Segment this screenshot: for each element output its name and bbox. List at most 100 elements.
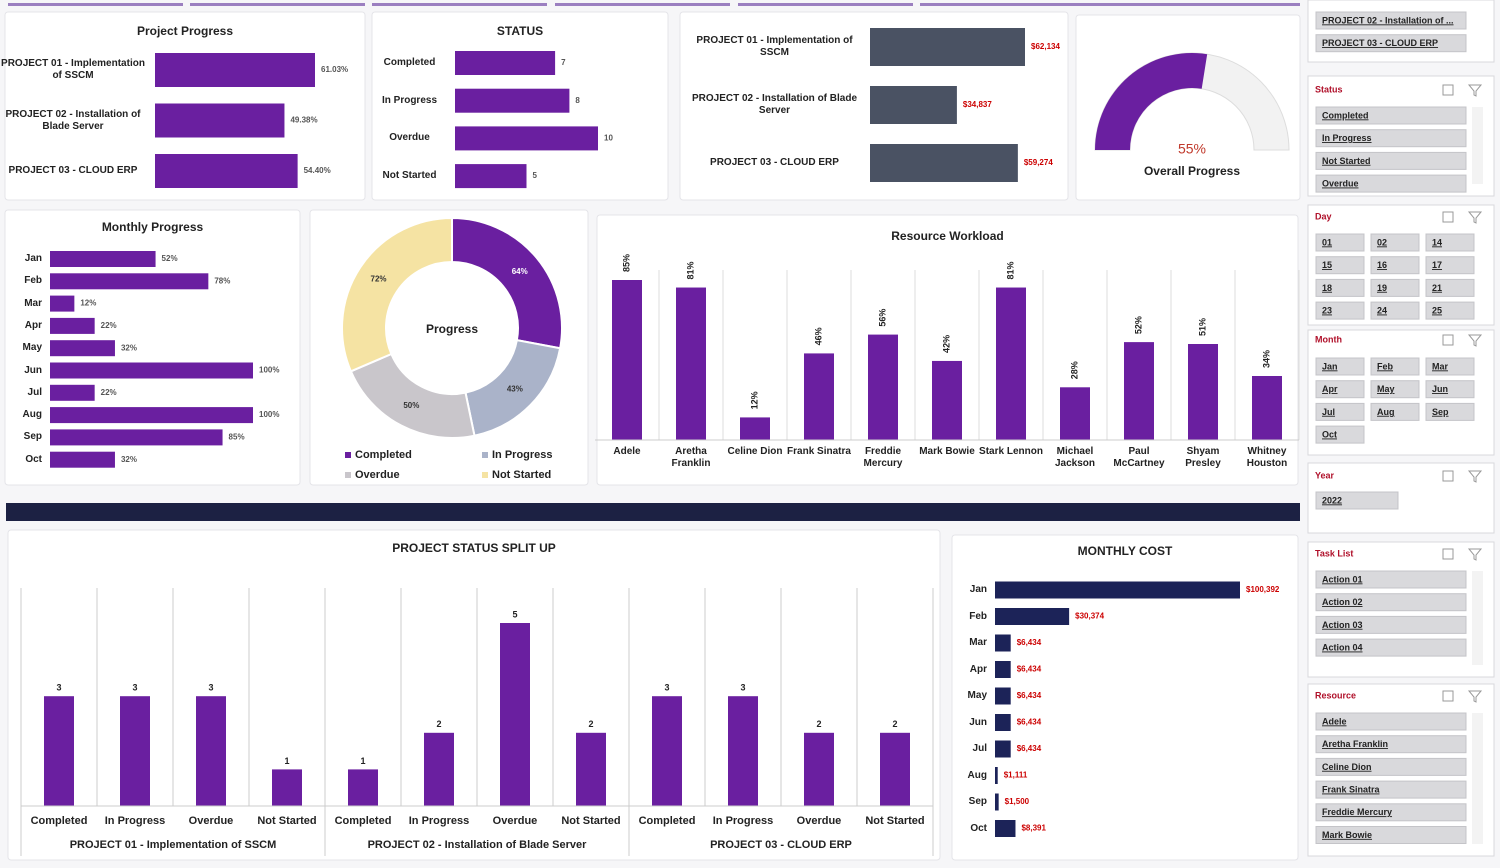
slicer-item[interactable] [1315, 278, 1365, 297]
multi-select-icon[interactable] [1442, 334, 1454, 346]
clear-filter-icon[interactable] [1467, 690, 1483, 703]
slicer-item[interactable] [1315, 151, 1467, 170]
clear-filter-icon[interactable] [1467, 84, 1483, 97]
slicer-item[interactable] [1315, 256, 1365, 275]
value-label: $100,392 [1246, 585, 1280, 594]
slicer-item-label[interactable]: 25 [1432, 305, 1442, 315]
slicer-item[interactable] [1315, 735, 1467, 754]
slicer-item[interactable] [1315, 803, 1467, 822]
slicer-item-label[interactable]: 19 [1377, 283, 1387, 293]
slicer-item-label[interactable]: Action 01 [1322, 574, 1363, 584]
clear-filter-icon[interactable] [1467, 211, 1483, 224]
slicer-item[interactable] [1370, 380, 1420, 399]
slicer-item-label[interactable]: 23 [1322, 305, 1332, 315]
slicer-item-label[interactable]: In Progress [1322, 133, 1372, 143]
slicer-item[interactable] [1315, 129, 1467, 148]
value-label: $6,434 [1017, 638, 1042, 647]
multi-select-icon[interactable] [1442, 211, 1454, 223]
slicer-item-label[interactable]: 18 [1322, 283, 1332, 293]
slicer-item-label[interactable]: May [1377, 384, 1395, 394]
slicer-item[interactable] [1425, 233, 1475, 252]
slicer-item[interactable] [1425, 402, 1475, 421]
slicer-item-label[interactable]: 16 [1377, 260, 1387, 270]
y-category-label: Sep [23, 431, 42, 443]
slicer-item[interactable] [1315, 615, 1467, 634]
slicer-item[interactable] [1315, 34, 1467, 53]
chart-title: Resource Workload [891, 229, 1003, 243]
clear-filter-icon[interactable] [1467, 334, 1483, 347]
slicer-item-label[interactable]: Jun [1432, 384, 1448, 394]
multi-select-icon[interactable] [1442, 84, 1454, 96]
slicer-item[interactable] [1315, 757, 1467, 776]
x-category-label: Celine Dion [727, 446, 783, 457]
slicer-item-label[interactable]: Celine Dion [1322, 762, 1372, 772]
slicer-item-label[interactable]: 15 [1322, 260, 1332, 270]
slicer-item-label[interactable]: 21 [1432, 283, 1442, 293]
clear-filter-icon[interactable] [1467, 470, 1483, 483]
slicer-item[interactable] [1315, 357, 1365, 376]
slicer-item-label[interactable]: 17 [1432, 260, 1442, 270]
slicer-item-label[interactable]: Action 02 [1322, 597, 1363, 607]
slicer-item[interactable] [1315, 301, 1365, 320]
slice-label: 43% [507, 385, 523, 394]
slicer-item-label[interactable]: Jul [1322, 407, 1335, 417]
x-category-label: Shyam Presley [1185, 446, 1221, 469]
slicer-item[interactable] [1370, 233, 1420, 252]
multi-select-icon[interactable] [1442, 548, 1454, 560]
slicer-item-label[interactable]: Aug [1377, 407, 1395, 417]
slicer-item-label[interactable]: Freddie Mercury [1322, 807, 1392, 817]
slicer-item-label[interactable]: Not Started [1322, 156, 1371, 166]
slicer-item-label[interactable]: Action 03 [1322, 620, 1363, 630]
slicer-item-label[interactable]: Frank Sinatra [1322, 784, 1381, 794]
slicer-item[interactable] [1315, 233, 1365, 252]
slicer-item[interactable] [1315, 11, 1467, 30]
bar [995, 661, 1011, 678]
slicer-item[interactable] [1425, 256, 1475, 275]
slicer-item[interactable] [1315, 826, 1467, 844]
slicer-item-label[interactable]: Aretha Franklin [1322, 739, 1388, 749]
slicer-item-label[interactable]: Action 04 [1322, 642, 1363, 652]
slicer-item[interactable] [1425, 301, 1475, 320]
slicer-item-label[interactable]: 01 [1322, 237, 1332, 247]
slicer-item-label[interactable]: Oct [1322, 429, 1337, 439]
slicer-item[interactable] [1370, 357, 1420, 376]
slicer-item[interactable] [1315, 174, 1467, 193]
clear-filter-icon[interactable] [1467, 548, 1483, 561]
slicer-item[interactable] [1315, 638, 1467, 657]
slicer-item-label[interactable]: PROJECT 03 - CLOUD ERP [1322, 38, 1438, 48]
slicer-item[interactable] [1370, 278, 1420, 297]
slicer-item[interactable] [1315, 380, 1365, 399]
slicer-item-label[interactable]: Overdue [1322, 178, 1359, 188]
slicer-item[interactable] [1315, 570, 1467, 589]
multi-select-icon[interactable] [1442, 470, 1454, 482]
slicer-item-label[interactable]: PROJECT 02 - Installation of ... [1322, 15, 1454, 25]
slicer-item-label[interactable]: 14 [1432, 237, 1442, 247]
slicer-item-label[interactable]: Mar [1432, 361, 1449, 371]
slicer-item[interactable] [1370, 256, 1420, 275]
slicer-item-label[interactable]: Mark Bowie [1322, 830, 1372, 840]
slicer-item-label[interactable]: Apr [1322, 384, 1338, 394]
y-category-label: Jan [969, 584, 987, 595]
x-category-label: Overdue [189, 815, 234, 827]
slicer-item[interactable] [1315, 780, 1467, 799]
slicer-item[interactable] [1425, 380, 1475, 399]
slicer-item[interactable] [1370, 402, 1420, 421]
slicer-item-label[interactable]: Sep [1432, 407, 1449, 417]
slicer-item-label[interactable]: Completed [1322, 110, 1369, 120]
slicer-item[interactable] [1315, 593, 1467, 612]
slicer-item[interactable] [1370, 301, 1420, 320]
slicer-item[interactable] [1315, 402, 1365, 421]
slicer-item-label[interactable]: Feb [1377, 361, 1394, 371]
slicer-item-label[interactable]: 2022 [1322, 495, 1342, 505]
slicer-item-label[interactable]: Adele [1322, 716, 1347, 726]
slicer-item[interactable] [1425, 278, 1475, 297]
slicer-item[interactable] [1315, 491, 1399, 510]
slicer-item[interactable] [1425, 357, 1475, 376]
slicer-item[interactable] [1315, 106, 1467, 125]
multi-select-icon[interactable] [1442, 690, 1454, 702]
slicer-item[interactable] [1315, 712, 1467, 731]
slicer-item[interactable] [1315, 425, 1365, 444]
slicer-item-label[interactable]: Jan [1322, 361, 1338, 371]
slicer-item-label[interactable]: 24 [1377, 305, 1387, 315]
slicer-item-label[interactable]: 02 [1377, 237, 1387, 247]
